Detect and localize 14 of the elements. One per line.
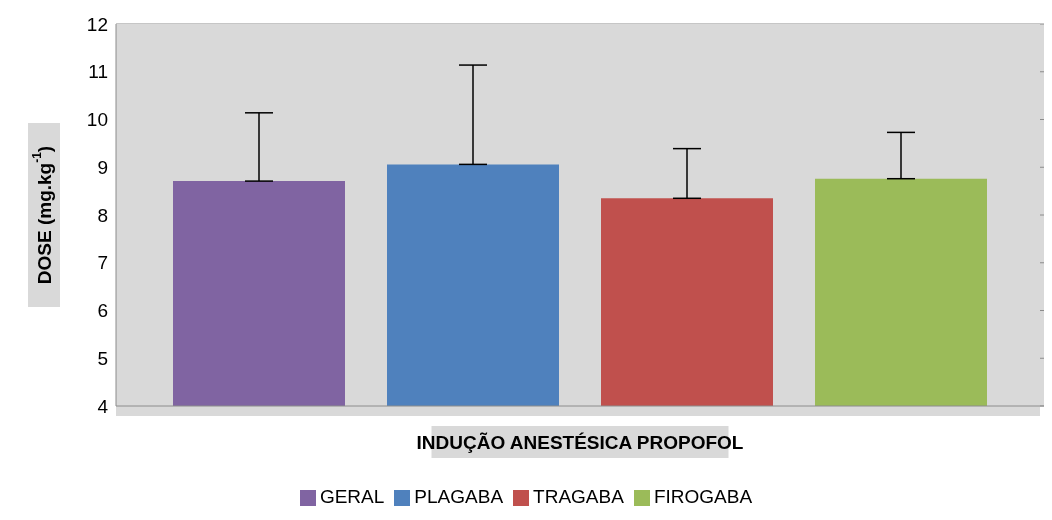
legend-label: PLAGABA (414, 486, 504, 507)
y-tick-label: 6 (97, 300, 108, 322)
y-tick-label: 12 (86, 13, 108, 35)
legend-label: GERAL (319, 486, 385, 507)
y-tick-label: 10 (86, 109, 108, 131)
y-tick-label: 5 (97, 347, 108, 369)
y-tick-label: 7 (97, 252, 108, 274)
x-axis-title: INDUÇÃO ANESTÉSICA PROPOFOL (416, 431, 744, 453)
legend-label: TRAGABA (533, 486, 624, 507)
y-tick-label: 11 (88, 61, 108, 83)
y-tick-label: 8 (97, 204, 108, 226)
legend-label: FIROGABA (653, 486, 753, 507)
y-tick-label: 4 (97, 395, 109, 417)
y-tick-label: 9 (97, 156, 108, 178)
